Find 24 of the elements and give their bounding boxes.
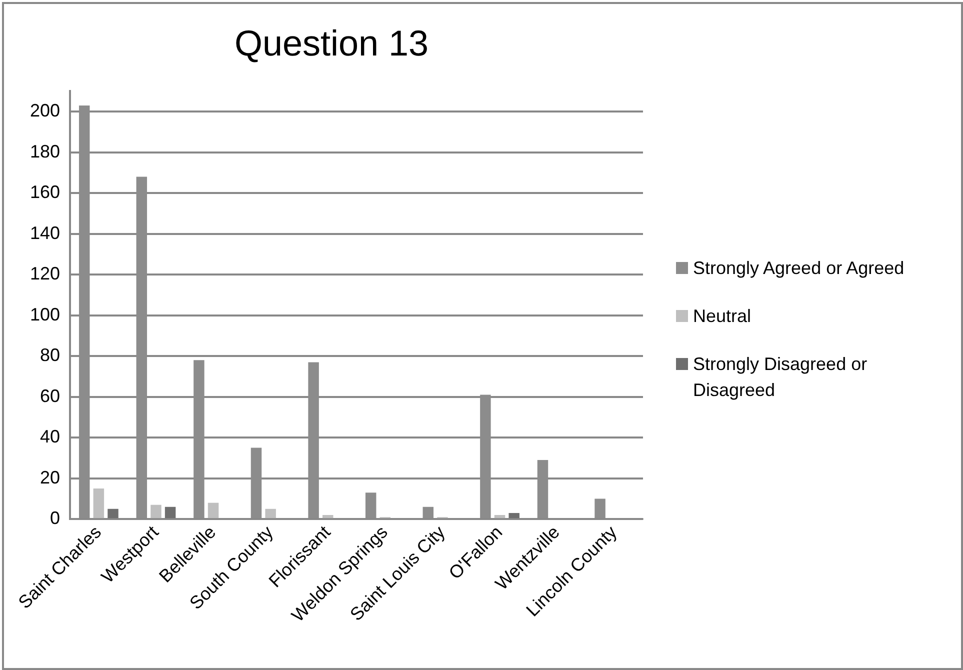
bar — [150, 504, 162, 518]
bar — [164, 506, 176, 518]
y-tick-label: 200 — [30, 100, 60, 121]
bar — [208, 502, 219, 518]
y-tick-label: 80 — [40, 345, 60, 366]
bar — [508, 512, 520, 518]
y-tick-label: 140 — [30, 222, 60, 243]
y-tick-label: 40 — [40, 426, 60, 447]
bar — [322, 515, 334, 518]
y-tick-label: 160 — [30, 182, 60, 202]
y-tick-label: 60 — [40, 386, 60, 406]
bar — [108, 508, 118, 518]
chart-title: Question 13 — [234, 22, 429, 64]
legend-label: Neutral — [693, 305, 752, 328]
bar — [265, 508, 276, 518]
y-tick-label: 100 — [30, 304, 60, 324]
legend-label: Strongly Disagreed or Disagreed — [693, 353, 868, 402]
y-tick-label: 180 — [30, 141, 60, 162]
bar — [494, 515, 506, 518]
y-tick-label: 0 — [50, 508, 60, 528]
y-tick-label: 120 — [30, 264, 60, 284]
legend-label: Strongly Agreed or Agreed — [693, 257, 904, 280]
bar — [93, 488, 104, 518]
y-tick-label: 20 — [40, 467, 60, 488]
